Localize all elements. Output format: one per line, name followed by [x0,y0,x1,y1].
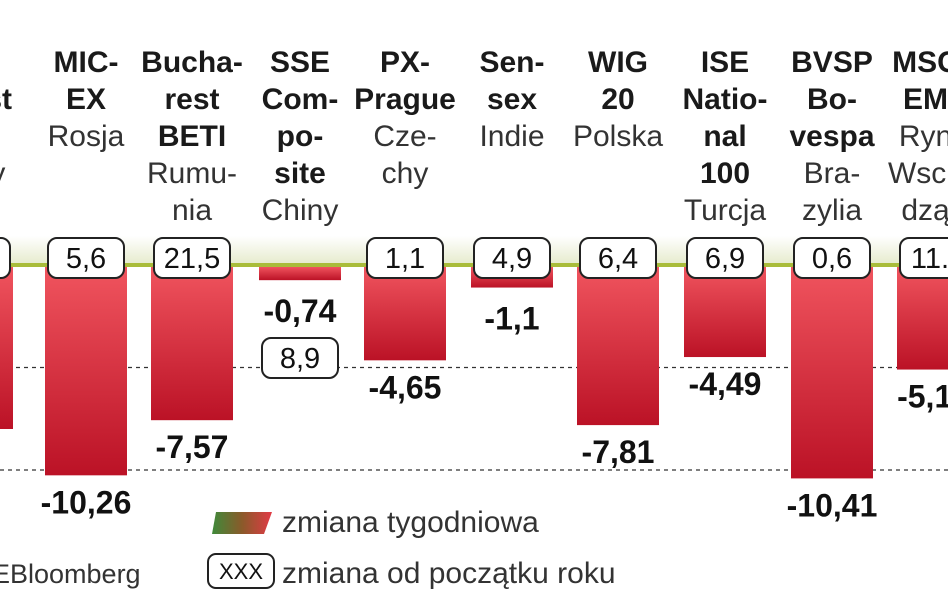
weekly-value-7: -4,49 [689,366,762,402]
category-name-line: po- [277,120,324,153]
weekly-value-1: -10,26 [41,484,132,520]
category-country-line: chy [382,157,429,190]
category-country-line: Wsch... [888,157,948,190]
source-prefix-fragment: E [0,559,10,589]
ytd-box-2 [153,237,231,279]
bar-8 [791,267,873,479]
source: E Bloomberg [0,559,141,589]
category-country-line: zylia [802,194,862,227]
category-country-line: Polska [573,120,663,153]
category-name-line: Com- [262,83,339,116]
ytd-box-1 [47,237,125,279]
category-name-line: PX- [380,46,430,79]
category-country-line: Turcja [684,194,767,227]
ytd-value-1: 5,6 [66,243,106,275]
weekly-value-6: -7,81 [582,434,655,470]
legend-ytd-box [207,553,275,589]
category-name-line: 100 [700,157,750,190]
category-name-line: ISE [701,46,749,79]
ytd-box-0 [0,237,11,279]
category-name-line: ...rest [0,83,12,116]
category-name-line: EX [66,83,106,116]
category-name-line: MSC... [892,46,948,79]
ytd-value-3: 8,9 [280,343,320,375]
ytd-box-5 [473,237,551,279]
category-country-line: Rosja [48,120,125,153]
category-country-line: Ryn... [899,120,948,153]
weekly-value-4: -4,65 [369,369,442,405]
bar-3 [259,267,341,281]
ytd-value-7: 6,9 [705,243,745,275]
bar-6 [577,267,659,426]
ytd-boxes: ...55,621,58,91,14,96,46,90,611... [0,237,948,379]
category-name-line: vespa [789,120,874,153]
category-labels: ...a-...rest...X...gryMIC-EXRosjaBucha-r… [0,46,948,227]
category-name-line: SSE [270,46,330,79]
category-name-line: rest [164,83,219,116]
category-name-line: Bo- [807,83,857,116]
category-name-line: WIG [588,46,648,79]
ytd-value-2: 21,5 [164,243,220,275]
category-country-line: dzą... [901,194,948,227]
ytd-box-7 [686,237,764,279]
category-country-line: Bra- [804,157,861,190]
ytd-box-9 [899,237,948,279]
category-country-line: Chiny [262,194,339,227]
category-country-line: Cze- [373,120,436,153]
bar-1 [45,267,127,476]
legend-ytd-label: zmiana od początku roku [282,557,616,590]
category-country-line: Rumu- [147,157,237,190]
bars [0,267,948,479]
category-name-line: BETI [158,120,226,153]
source-label: Bloomberg [10,559,141,589]
ytd-box-3 [261,337,339,379]
weekly-value-5: -1,1 [484,301,539,337]
category-name-line: nal [703,120,746,153]
weekly-value-9: -5,1... [897,379,948,415]
category-country-line: nia [172,194,212,227]
category-name-line: sex [487,83,537,116]
legend-weekly-swatch [212,512,272,534]
ytd-box-4 [366,237,444,279]
ytd-box-8 [793,237,871,279]
ytd-value-6: 6,4 [598,243,638,275]
bar-0 [0,267,13,429]
ytd-box-6 [579,237,657,279]
ytd-value-5: 4,9 [492,243,532,275]
grid-lines [0,366,948,471]
ytd-value-4: 1,1 [385,243,425,275]
category-name-line: 20 [601,83,634,116]
category-country-line: ...gry [0,157,5,190]
bar-7 [684,267,766,358]
category-name-line: site [274,157,326,190]
weekly-value-2: -7,57 [156,429,229,465]
bar-2 [151,267,233,421]
category-name-line: Sen- [479,46,544,79]
weekly-value-3: -0,74 [264,293,337,329]
ytd-value-9: 11... [911,243,948,275]
legend-weekly-label: zmiana tygodniowa [282,506,539,539]
weekly-value-8: -10,41 [787,487,878,523]
category-name-line: Natio- [683,83,768,116]
bar-4 [364,267,446,361]
category-name-line: MIC- [54,46,119,79]
category-name-line: Prague [354,83,456,116]
ytd-value-8: 0,6 [812,243,852,275]
category-country-line: Indie [479,120,544,153]
category-name-line: BVSP [791,46,873,79]
category-name-line: EM... [903,83,948,116]
legend-ytd-box-text: XXX [219,559,263,584]
weekly-value-labels: ...1-10,26-7,57-0,74-4,65-1,1-7,81-4,49-… [41,293,948,523]
bar-9 [897,267,948,370]
legend: zmiana tygodniowa XXX zmiana od początku… [207,506,616,590]
category-name-line: Bucha- [141,46,243,79]
